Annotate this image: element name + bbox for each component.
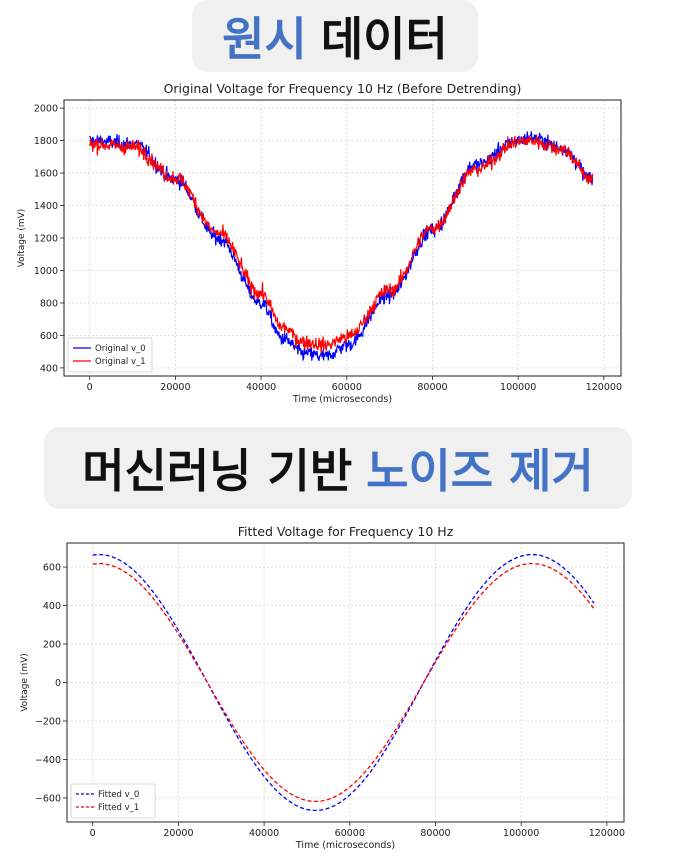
y-tick-label: −200	[35, 716, 61, 727]
y-tick-label: 1200	[34, 234, 58, 245]
y-tick-label: −400	[35, 755, 61, 766]
plot-area	[89, 131, 594, 362]
x-tick-label: 120000	[586, 382, 622, 393]
y-tick-label: 200	[43, 640, 61, 651]
y-tick-label: 1600	[34, 169, 58, 180]
y-tick-label: 800	[40, 298, 58, 309]
original-voltage-chart: Original Voltage for Frequency 10 Hz (Be…	[17, 81, 622, 405]
y-tick-label: 400	[40, 363, 58, 374]
series-line-original-v_0	[89, 131, 594, 362]
y-axis-label: Voltage (mV)	[17, 209, 27, 268]
x-tick-label: 40000	[249, 828, 279, 839]
legend-box	[70, 783, 156, 819]
x-tick-label: 120000	[589, 828, 625, 839]
plot-area	[92, 553, 595, 812]
y-axis-label: Voltage (mV)	[20, 653, 30, 712]
legend-label: Fitted v_1	[98, 803, 139, 813]
x-tick-label: 0	[87, 382, 93, 393]
x-axis-label: Time (microseconds)	[292, 394, 392, 405]
series-line-original-v_1	[89, 134, 594, 354]
x-axis-label: Time (microseconds)	[295, 840, 395, 851]
legend-box	[67, 337, 153, 373]
x-tick-label: 60000	[332, 382, 362, 393]
banner-raw-data-text: 데이터	[320, 12, 448, 66]
x-tick-label: 20000	[163, 828, 193, 839]
y-tick-label: −600	[35, 793, 61, 804]
y-tick-label: 1800	[34, 136, 58, 147]
legend-label: Original v_0	[95, 344, 146, 354]
x-tick-label: 60000	[335, 828, 365, 839]
banner-ml-denoise: 머신러닝 기반 노이즈 제거	[44, 427, 632, 509]
x-tick-label: 0	[90, 828, 96, 839]
banner-raw-data: 원시 데이터	[192, 0, 478, 72]
x-tick-label: 80000	[417, 382, 447, 393]
series-line-fitted-v_0	[92, 553, 595, 812]
y-tick-label: 1400	[34, 201, 58, 212]
banner-ml-denoise-text: 머신러닝 기반	[82, 444, 353, 498]
y-tick-label: 0	[55, 678, 61, 689]
x-tick-label: 100000	[500, 382, 536, 393]
chart-title: Fitted Voltage for Frequency 10 Hz	[238, 524, 454, 539]
x-tick-label: 20000	[160, 382, 190, 393]
x-tick-label: 40000	[246, 382, 276, 393]
x-tick-label: 80000	[420, 828, 450, 839]
banner-ml-denoise-highlight: 노이즈 제거	[366, 444, 594, 498]
y-tick-label: 600	[40, 331, 58, 342]
y-tick-label: 600	[43, 563, 61, 574]
y-tick-label: 1000	[34, 266, 58, 277]
fitted-voltage-chart: Fitted Voltage for Frequency 10 Hz 0 20000…	[20, 524, 625, 851]
banner-raw-data-highlight: 원시	[222, 12, 307, 66]
legend-label: Original v_1	[95, 357, 146, 367]
x-tick-label: 100000	[503, 828, 539, 839]
y-tick-label: 400	[43, 601, 61, 612]
series-line-fitted-v_1	[92, 562, 595, 803]
legend-label: Fitted v_0	[98, 790, 139, 800]
y-tick-label: 2000	[34, 104, 58, 115]
chart-title: Original Voltage for Frequency 10 Hz (Be…	[164, 81, 522, 96]
